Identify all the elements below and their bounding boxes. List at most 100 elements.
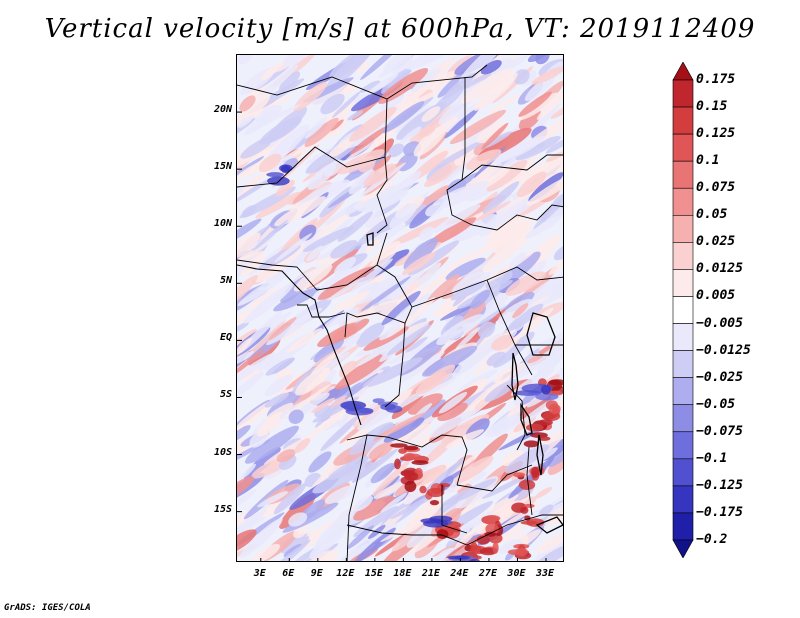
strong-updraft-patch — [520, 506, 529, 514]
country-border — [376, 156, 388, 234]
strong-updraft-patch — [419, 485, 427, 494]
velocity-patch — [397, 351, 445, 384]
velocity-patch — [264, 374, 293, 397]
velocity-patch — [269, 153, 294, 175]
velocity-patch — [440, 306, 461, 319]
strong-downdraft-patch — [535, 392, 559, 401]
latitude-tick-label: 5N — [219, 275, 232, 287]
velocity-patch — [380, 511, 437, 543]
colorbar-swatch — [672, 242, 694, 270]
colorbar-swatch — [672, 187, 694, 216]
velocity-patch — [380, 492, 407, 513]
velocity-patch — [363, 326, 409, 351]
velocity-patch — [335, 352, 391, 390]
country-border — [346, 434, 368, 561]
strong-updraft-patch — [531, 466, 540, 478]
colorbar-level-label: 0.125 — [696, 126, 736, 142]
velocity-patch — [487, 94, 521, 114]
velocity-patch — [259, 116, 302, 145]
colorbar-swatch — [672, 458, 694, 487]
strong-updraft-patch — [429, 500, 440, 506]
velocity-patch — [508, 251, 526, 270]
country-border — [526, 446, 533, 516]
colorbar-swatch — [672, 160, 694, 189]
velocity-patch — [535, 55, 550, 65]
velocity-patch — [536, 78, 563, 120]
strong-downdraft-patch — [447, 555, 470, 560]
lake-outline — [511, 352, 519, 401]
velocity-patch — [349, 125, 389, 155]
colorbar-level-label: 0.005 — [696, 288, 736, 304]
velocity-patch — [280, 533, 310, 554]
strong-updraft-patch — [484, 531, 497, 537]
velocity-patch — [348, 169, 375, 195]
colorbar-swatch — [672, 214, 694, 243]
velocity-patch — [547, 451, 563, 476]
velocity-patch — [455, 326, 480, 351]
velocity-patch — [400, 126, 422, 145]
velocity-patch — [237, 350, 254, 365]
grads-credit: GrADS: IGES/COLA — [4, 603, 91, 613]
velocity-patch — [531, 66, 563, 85]
velocity-patch — [444, 107, 480, 139]
strong-updraft-patch — [476, 535, 490, 545]
map-panel — [236, 54, 564, 562]
velocity-patch — [406, 521, 440, 548]
velocity-patch — [538, 504, 554, 517]
strong-updraft-patch — [390, 443, 408, 448]
velocity-patch — [293, 81, 328, 112]
latitude-tick-label: 15S — [213, 503, 232, 515]
latitude-tick-label: 5S — [219, 389, 232, 401]
colorbar-level-label: −0.075 — [696, 423, 743, 439]
strong-downdraft-patch — [469, 558, 480, 561]
strong-updraft-patch — [538, 419, 553, 426]
vertical-velocity-field — [237, 55, 563, 561]
velocity-patch — [312, 461, 374, 494]
strong-updraft-patch — [398, 448, 407, 454]
colorbar-level-label: −0.125 — [696, 477, 743, 493]
velocity-patch — [364, 184, 396, 214]
strong-updraft-patch — [523, 440, 540, 448]
velocity-patch — [436, 314, 484, 346]
colorbar-swatch — [672, 350, 694, 378]
velocity-patch — [348, 106, 397, 142]
velocity-patch — [264, 392, 289, 408]
velocity-patch — [265, 255, 312, 282]
velocity-patch — [237, 322, 249, 333]
colorbar-level-label: 0.025 — [696, 234, 736, 250]
velocity-patch — [481, 476, 525, 499]
velocity-patch — [338, 310, 359, 329]
velocity-patch — [482, 181, 520, 214]
velocity-patch — [553, 244, 563, 261]
velocity-patch — [533, 543, 563, 561]
velocity-patch — [451, 333, 504, 377]
velocity-patch — [460, 67, 514, 104]
velocity-patch — [430, 139, 487, 171]
velocity-patch — [240, 463, 256, 479]
velocity-patch — [379, 324, 401, 341]
velocity-patch — [353, 527, 396, 561]
velocity-patch — [512, 303, 529, 319]
colorbar-level-label: −0.05 — [696, 396, 736, 412]
velocity-patch — [441, 180, 489, 208]
velocity-patch — [523, 269, 563, 305]
velocity-patch — [357, 404, 396, 431]
velocity-patch — [451, 271, 484, 295]
longitude-tick-label: 12E — [336, 568, 355, 579]
velocity-patch — [482, 228, 536, 273]
lake-outline — [520, 402, 533, 436]
colorbar — [672, 62, 694, 558]
colorbar-level-label: 0.075 — [696, 180, 736, 196]
velocity-patch — [507, 303, 544, 332]
velocity-patch — [547, 435, 563, 467]
velocity-patch — [355, 331, 411, 367]
velocity-patch — [307, 550, 339, 561]
velocity-patch — [337, 211, 373, 242]
velocity-patch — [375, 171, 422, 212]
velocity-patch — [240, 254, 265, 277]
velocity-patch — [345, 194, 382, 215]
velocity-patch — [372, 412, 426, 442]
velocity-patch — [359, 162, 407, 197]
velocity-patch — [378, 285, 408, 306]
velocity-patch — [237, 337, 253, 357]
